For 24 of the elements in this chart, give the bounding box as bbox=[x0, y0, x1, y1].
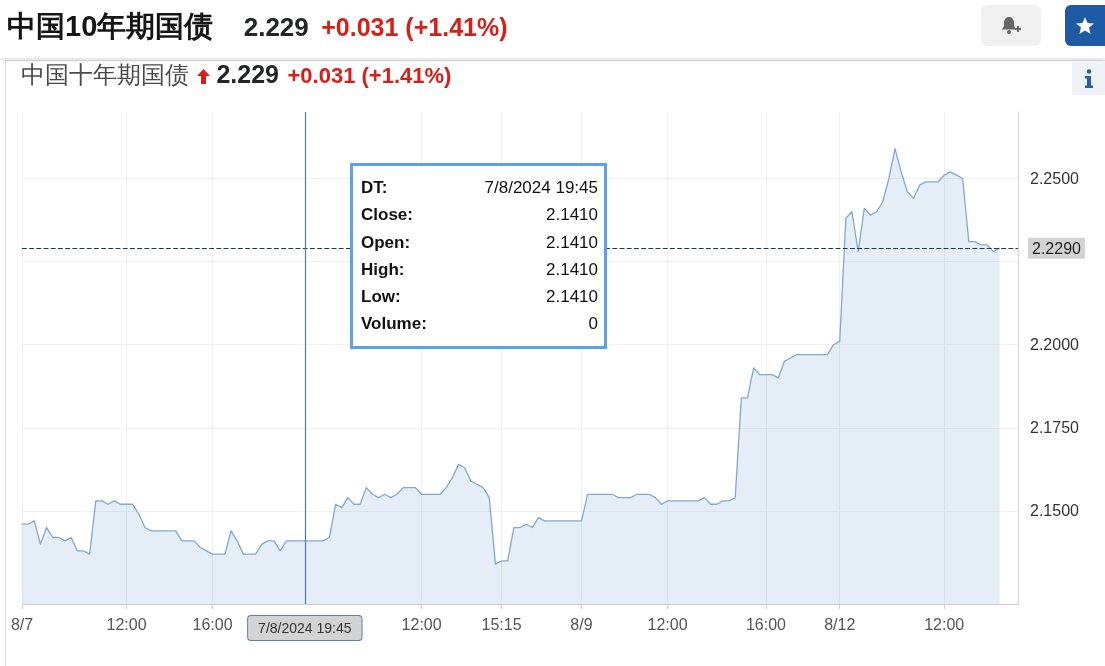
x-tick-label: 8/12 bbox=[824, 615, 856, 633]
x-tick-label: 12:00 bbox=[647, 615, 688, 633]
text: Volume: 0 bbox=[361, 314, 598, 334]
x-tick-label: 15:15 bbox=[481, 615, 522, 633]
text: Low: 2.1410 bbox=[361, 287, 598, 307]
chart-subtitle: 中国十年期国债 2.229 +0.031 (+1.41%) bbox=[21, 60, 452, 88]
y-tick-label: 2.2000 bbox=[1030, 336, 1080, 354]
x-tick-label: 12:00 bbox=[401, 615, 442, 633]
x-tick-label: 7/8/2024 19:45 bbox=[258, 620, 352, 636]
y-tick-label: 2.2500 bbox=[1030, 169, 1080, 187]
chart-title: 中国10年期国债 2.229 +0.031 (+1.41%) bbox=[7, 10, 508, 42]
ref-line-label: 2.2290 bbox=[1032, 239, 1082, 257]
y-tick-label: 2.1750 bbox=[1030, 419, 1080, 437]
text: High: 2.1410 bbox=[361, 259, 598, 279]
x-tick-label: 12:00 bbox=[106, 615, 147, 633]
y-tick-label: 2.1500 bbox=[1030, 502, 1080, 520]
x-tick-label: 16:00 bbox=[192, 615, 233, 633]
text: Open: 2.1410 bbox=[361, 232, 598, 252]
x-tick-label: 16:00 bbox=[745, 615, 787, 633]
x-tick-label: 8/9 bbox=[570, 615, 593, 633]
x-tick-label: 8/7 bbox=[10, 615, 34, 633]
text: DT: 7/8/2024 19:45 bbox=[361, 178, 598, 197]
x-tick-label: 12:00 bbox=[924, 615, 965, 633]
text: Close: 2.1410 bbox=[361, 205, 598, 225]
